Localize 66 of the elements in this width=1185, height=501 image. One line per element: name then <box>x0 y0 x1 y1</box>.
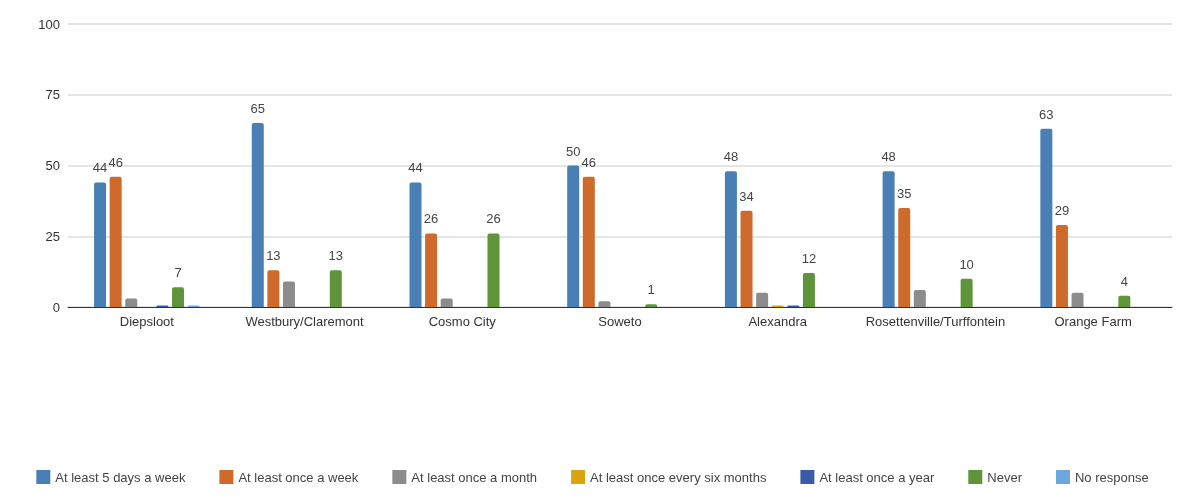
data-label: 1 <box>647 282 655 298</box>
data-label: 26 <box>486 211 501 227</box>
data-label: 46 <box>108 154 123 170</box>
bar <box>487 233 500 307</box>
x-tick-label: Orange Farm <box>1054 314 1132 329</box>
data-label: 26 <box>423 211 439 227</box>
data-label: 34 <box>739 188 754 204</box>
y-tick-label: 75 <box>45 87 60 103</box>
data-label: 48 <box>723 149 739 165</box>
data-label: 12 <box>801 251 817 267</box>
bar <box>1040 128 1053 307</box>
bar <box>251 123 264 307</box>
legend-label: At least once a week <box>238 469 359 485</box>
bar <box>724 171 737 307</box>
data-label: 63 <box>1039 106 1054 122</box>
y-tick-label: 25 <box>45 228 60 244</box>
data-label: 7 <box>174 265 182 281</box>
data-label: 50 <box>565 143 581 159</box>
y-tick-label: 50 <box>45 158 60 173</box>
x-tick-label: Westbury/Claremont <box>245 314 365 329</box>
bar <box>425 233 438 307</box>
data-label: 44 <box>408 160 423 176</box>
data-label: 46 <box>581 154 597 170</box>
y-tick-label: 0 <box>52 299 60 315</box>
bar <box>882 171 895 307</box>
bar <box>567 165 580 307</box>
bar <box>94 182 107 307</box>
bar <box>913 290 926 307</box>
x-tick-label: Rosettenville/Turffontein <box>865 314 1006 329</box>
bar <box>898 207 911 307</box>
data-label: 29 <box>1054 202 1070 218</box>
data-label: 65 <box>250 101 266 117</box>
bar <box>329 270 342 307</box>
bar <box>109 176 122 307</box>
bar <box>409 182 422 307</box>
bar <box>125 298 138 307</box>
bar <box>1055 224 1068 307</box>
data-label: 4 <box>1120 273 1128 289</box>
bar <box>1071 292 1084 307</box>
data-label: 13 <box>328 248 344 264</box>
data-label: 13 <box>266 248 281 264</box>
data-label: 44 <box>92 160 108 176</box>
bar <box>582 176 595 307</box>
data-label: 48 <box>881 149 896 165</box>
legend-label: Never <box>987 469 1023 485</box>
bar <box>282 281 295 307</box>
x-tick-label: Cosmo City <box>428 314 497 329</box>
bar <box>440 298 453 307</box>
data-label: 35 <box>896 185 912 201</box>
x-tick-label: Alexandra <box>748 314 808 329</box>
bar <box>740 210 753 307</box>
bar <box>267 270 280 307</box>
bar <box>172 287 185 307</box>
legend-label: No response <box>1074 469 1149 485</box>
bar <box>756 292 769 307</box>
bar <box>1118 295 1131 307</box>
data-label: 10 <box>959 256 974 272</box>
legend-label: At least once a month <box>411 469 538 485</box>
legend-label: At least once every six months <box>590 469 767 485</box>
legend-label: At least once a year <box>819 469 935 485</box>
bar <box>960 278 973 307</box>
x-tick-label: Diepsloot <box>119 314 175 329</box>
y-tick-label: 100 <box>38 16 60 32</box>
x-tick-label: Soweto <box>598 314 642 329</box>
bar <box>802 273 815 307</box>
legend-label: At least 5 days a week <box>55 469 186 485</box>
